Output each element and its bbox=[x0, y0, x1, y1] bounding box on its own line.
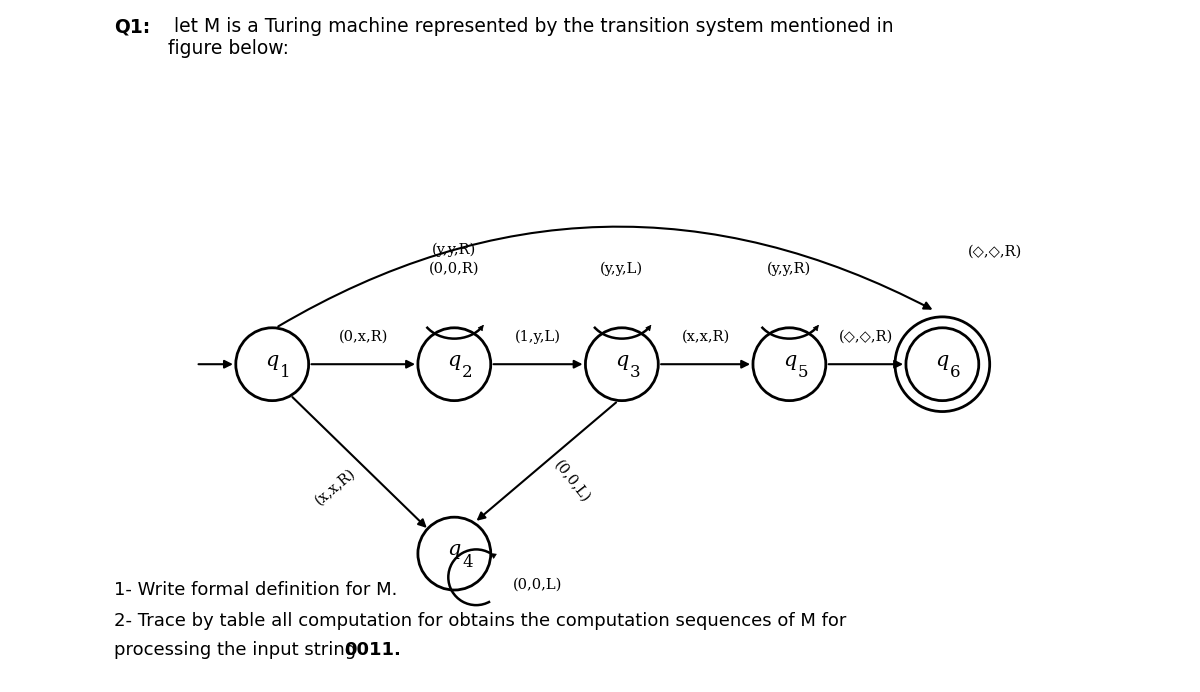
Text: (y,y,L): (y,y,L) bbox=[600, 261, 643, 275]
Text: q: q bbox=[265, 351, 278, 370]
Text: 2- Trace by table all computation for obtains the computation sequences of M for: 2- Trace by table all computation for ob… bbox=[114, 612, 846, 630]
Text: 0011.: 0011. bbox=[344, 641, 401, 659]
Text: (y,y,R)
(0,0,R): (y,y,R) (0,0,R) bbox=[430, 243, 480, 275]
Text: (y,y,R): (y,y,R) bbox=[767, 261, 811, 275]
Text: q: q bbox=[616, 351, 629, 370]
Text: let M is a Turing machine represented by the transition system mentioned in
figu: let M is a Turing machine represented by… bbox=[168, 17, 894, 58]
Text: (0,x,R): (0,x,R) bbox=[338, 330, 388, 344]
Text: (0,0,L): (0,0,L) bbox=[552, 457, 593, 505]
Text: processing the input string: processing the input string bbox=[114, 641, 362, 659]
Text: 4: 4 bbox=[462, 554, 473, 571]
Text: 3: 3 bbox=[630, 365, 641, 381]
Text: 6: 6 bbox=[950, 365, 961, 381]
Text: 5: 5 bbox=[797, 365, 808, 381]
Text: Q1:: Q1: bbox=[114, 17, 150, 36]
Text: (◇,◇,R): (◇,◇,R) bbox=[839, 330, 893, 344]
Text: q: q bbox=[936, 351, 949, 370]
Text: (◇,◇,R): (◇,◇,R) bbox=[968, 244, 1022, 259]
Text: (x,x,R): (x,x,R) bbox=[312, 466, 359, 508]
Text: q: q bbox=[782, 351, 796, 370]
Text: (x,x,R): (x,x,R) bbox=[682, 330, 730, 344]
Text: q: q bbox=[448, 540, 461, 559]
FancyArrowPatch shape bbox=[278, 227, 930, 327]
Text: (0,0,L): (0,0,L) bbox=[512, 578, 562, 592]
Text: 1: 1 bbox=[280, 365, 290, 381]
Text: (1,y,L): (1,y,L) bbox=[515, 329, 562, 344]
Text: 2: 2 bbox=[462, 365, 473, 381]
Text: 1- Write formal definition for M.: 1- Write formal definition for M. bbox=[114, 581, 397, 599]
Text: q: q bbox=[448, 351, 461, 370]
